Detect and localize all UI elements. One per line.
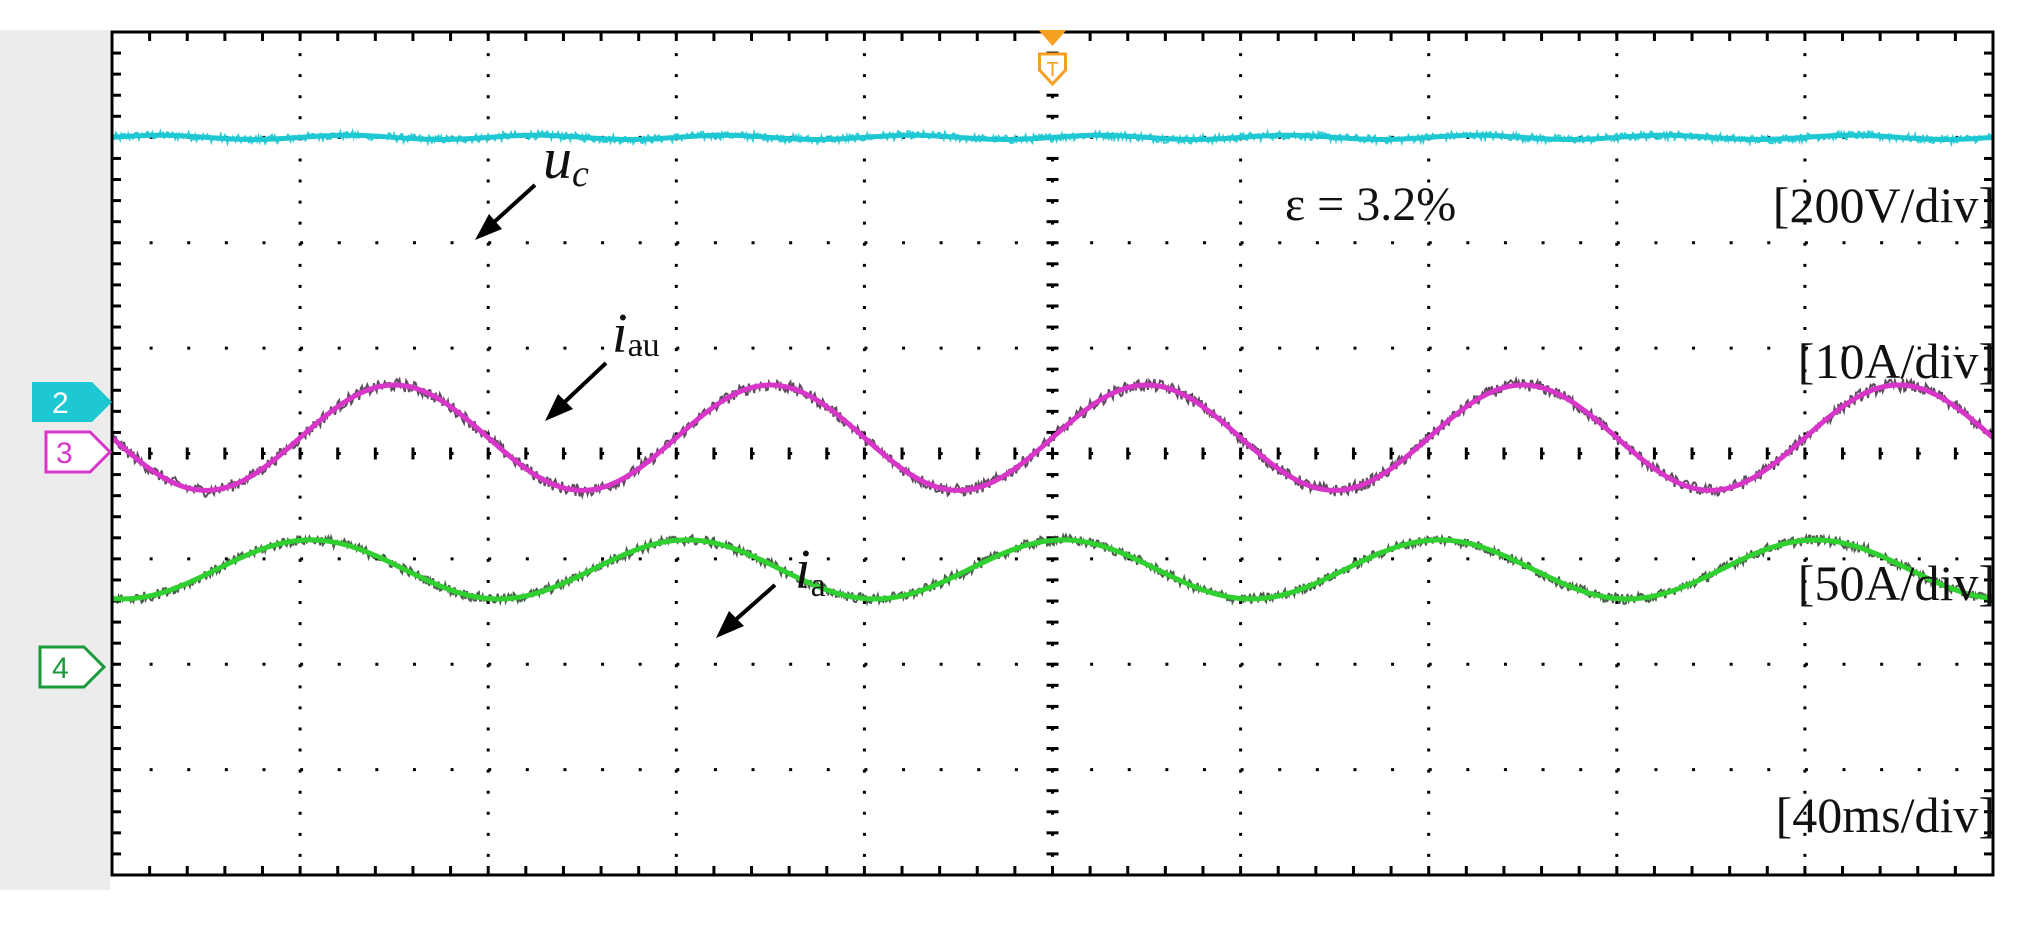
channel-2-marker[interactable]: 2 — [32, 382, 112, 422]
channel-2-label: 2 — [52, 387, 69, 420]
trigger-arrow-icon — [1038, 30, 1067, 46]
channel-4-label: 4 — [52, 652, 69, 685]
trace-i_au — [110, 382, 1995, 493]
arrowhead-ia-icon — [716, 611, 744, 638]
trigger-level-icon — [1038, 52, 1067, 87]
trace-label-iau-sub: au — [628, 327, 660, 364]
channel-markers: 2 3 4 — [32, 382, 113, 689]
channel-4-marker[interactable]: 4 — [38, 645, 107, 689]
channel-3-label: 3 — [56, 437, 73, 470]
channel-3-marker-shape — [44, 430, 113, 474]
trace-label-ia: ia — [716, 539, 826, 638]
scale-labels: [200V/div] [10A/div] [50A/div] [40ms/div… — [1773, 177, 1995, 843]
svg-text:uc: uc — [543, 126, 589, 195]
trace-i_a — [111, 537, 1994, 602]
trigger-marker-icon: T — [1038, 30, 1067, 87]
trace-label-iau: iau — [545, 303, 660, 421]
trace-label-uc: uc — [475, 126, 589, 240]
channel-2-marker-shape — [32, 382, 112, 422]
ripple-annotation: ε = 3.2% — [1285, 178, 1456, 231]
trace-u_c — [111, 132, 1994, 142]
trace-label-iau-main: i — [612, 303, 628, 365]
channel-4-marker-shape — [38, 645, 107, 689]
arrowhead-iau-icon — [545, 394, 573, 421]
arrowhead-uc-icon — [475, 214, 502, 240]
scale-label-ia: [50A/div] — [1798, 555, 1995, 611]
svg-text:ia: ia — [795, 539, 826, 604]
svg-text:iau: iau — [612, 303, 660, 365]
trace-label-uc-sub: c — [572, 153, 589, 195]
scale-label-uc: [200V/div] — [1773, 177, 1995, 233]
trace-label-uc-main: u — [543, 126, 572, 191]
trace-label-ia-sub: a — [811, 567, 826, 604]
traces — [110, 127, 1995, 607]
trace-label-ia-main: i — [795, 539, 811, 601]
trigger-t-icon: T — [1046, 59, 1058, 81]
scale-label-time: [40ms/div] — [1776, 787, 1995, 843]
channel-3-marker[interactable]: 3 — [44, 430, 113, 474]
scale-label-iau: [10A/div] — [1798, 333, 1995, 389]
